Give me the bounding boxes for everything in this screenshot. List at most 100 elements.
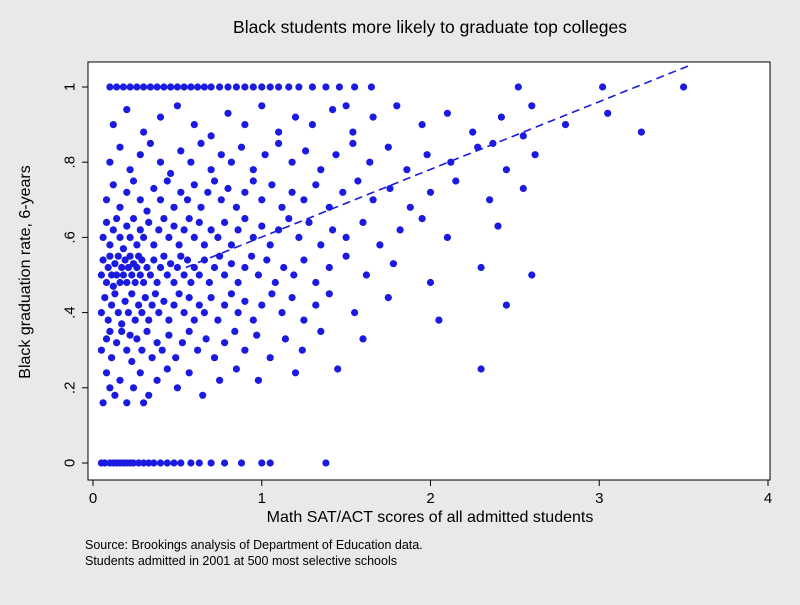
- data-point: [153, 83, 161, 91]
- data-point: [143, 327, 151, 335]
- data-point: [227, 260, 235, 268]
- data-point: [278, 309, 286, 317]
- x-tick-label: 3: [595, 490, 603, 507]
- data-point: [108, 301, 116, 309]
- data-point: [116, 233, 124, 241]
- data-point: [288, 158, 296, 166]
- data-point: [178, 339, 186, 347]
- data-point: [325, 290, 333, 298]
- data-point: [241, 83, 249, 91]
- data-point: [241, 297, 249, 305]
- data-point: [129, 215, 138, 223]
- data-point: [102, 335, 111, 343]
- data-point: [116, 376, 124, 384]
- chart-title: Black students more likely to graduate t…: [233, 17, 627, 37]
- data-point: [167, 83, 175, 91]
- data-point: [140, 233, 148, 241]
- x-axis-ticks: 0 1 2 3 4: [89, 480, 772, 507]
- data-point: [221, 271, 229, 279]
- data-point: [329, 106, 337, 114]
- data-point: [261, 151, 269, 159]
- data-point: [637, 128, 646, 136]
- data-point: [266, 354, 274, 362]
- data-point: [185, 215, 193, 223]
- data-point: [224, 109, 232, 117]
- data-point: [101, 459, 109, 467]
- data-point: [278, 203, 286, 211]
- data-point: [275, 226, 283, 234]
- data-point: [342, 252, 350, 260]
- data-point: [108, 354, 116, 362]
- data-point: [124, 263, 132, 272]
- data-point: [116, 278, 124, 287]
- data-point: [170, 222, 178, 230]
- data-point: [109, 226, 117, 234]
- data-point: [116, 143, 124, 151]
- data-point: [150, 459, 158, 467]
- data-point: [232, 83, 240, 91]
- data-point: [210, 177, 219, 185]
- data-point: [155, 309, 163, 317]
- data-point: [136, 369, 144, 377]
- data-point: [109, 282, 117, 290]
- data-point: [165, 316, 173, 324]
- data-point: [136, 151, 144, 159]
- data-point: [148, 301, 156, 309]
- data-point: [106, 384, 114, 392]
- data-point: [232, 365, 240, 373]
- data-point: [519, 184, 527, 193]
- data-point: [146, 139, 154, 147]
- data-point: [300, 196, 308, 204]
- data-point: [97, 271, 105, 279]
- data-point: [308, 83, 316, 91]
- data-point: [406, 203, 414, 211]
- data-point: [207, 166, 215, 174]
- data-point: [227, 290, 235, 298]
- data-point: [531, 151, 539, 159]
- data-point: [158, 346, 166, 354]
- data-point: [237, 459, 246, 467]
- data-point: [129, 459, 138, 467]
- data-point: [136, 271, 144, 279]
- data-point: [426, 188, 435, 196]
- data-point: [177, 147, 185, 155]
- data-point: [126, 252, 134, 260]
- data-point: [187, 278, 195, 287]
- data-point: [384, 294, 392, 302]
- data-point: [241, 215, 249, 223]
- data-point: [231, 327, 239, 335]
- data-point: [102, 218, 111, 226]
- data-point: [305, 218, 313, 226]
- data-point: [469, 128, 477, 136]
- data-point: [170, 203, 178, 211]
- data-point: [258, 102, 266, 110]
- data-point: [177, 459, 185, 467]
- data-point: [258, 459, 266, 467]
- data-point: [160, 215, 168, 223]
- data-point: [133, 335, 141, 343]
- data-point: [128, 357, 136, 366]
- data-point: [140, 399, 148, 407]
- data-point: [349, 139, 357, 147]
- data-point: [216, 83, 224, 91]
- data-point: [237, 143, 246, 151]
- data-point: [170, 459, 178, 467]
- y-tick-label: .6: [62, 231, 79, 244]
- data-point: [312, 301, 320, 309]
- data-point: [183, 256, 192, 264]
- source-note-line1: Source: Brookings analysis of Department…: [85, 538, 423, 552]
- data-point: [128, 290, 136, 298]
- data-point: [258, 301, 266, 309]
- data-point: [494, 222, 502, 230]
- data-point: [180, 309, 188, 317]
- data-point: [99, 233, 107, 241]
- data-point: [335, 83, 343, 91]
- data-point: [266, 241, 274, 249]
- data-point: [123, 399, 131, 407]
- data-point: [102, 369, 111, 377]
- data-point: [183, 196, 192, 204]
- data-point: [680, 83, 688, 91]
- data-point: [254, 271, 262, 279]
- x-tick-label: 1: [258, 490, 266, 507]
- data-point: [140, 278, 148, 287]
